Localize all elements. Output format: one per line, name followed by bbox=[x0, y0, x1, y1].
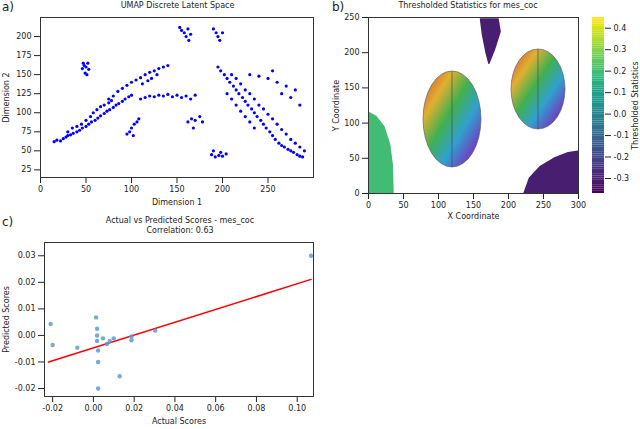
svg-text:-0.2: -0.2 bbox=[614, 153, 630, 162]
svg-text:0.0: 0.0 bbox=[614, 110, 627, 119]
html-text:Actual vs Predicted Scores - m: Actual vs Predicted Scores - mes_coc bbox=[105, 216, 255, 225]
svg-text:0.04: 0.04 bbox=[166, 404, 184, 413]
svg-text:Dimension 2: Dimension 2 bbox=[2, 72, 11, 122]
svg-text:150: 150 bbox=[16, 70, 31, 79]
svg-text:0.00: 0.00 bbox=[85, 404, 103, 413]
svg-text:50: 50 bbox=[21, 146, 31, 155]
svg-text:Thresholded Statistics: Thresholded Statistics bbox=[631, 61, 640, 151]
html-text:c): c) bbox=[2, 215, 14, 229]
svg-text:0.02: 0.02 bbox=[18, 278, 36, 287]
svg-text:250: 250 bbox=[536, 201, 551, 210]
svg-text:150: 150 bbox=[466, 201, 481, 210]
svg-text:0.01: 0.01 bbox=[18, 304, 36, 313]
html-text:UMAP Discrete Latent Space: UMAP Discrete Latent Space bbox=[120, 1, 235, 10]
svg-text:100: 100 bbox=[344, 119, 359, 128]
svg-text:-0.01: -0.01 bbox=[15, 358, 36, 367]
svg-text:75: 75 bbox=[21, 127, 31, 136]
svg-text:0: 0 bbox=[38, 185, 43, 194]
svg-text:0.1: 0.1 bbox=[614, 88, 627, 97]
svg-text:0.10: 0.10 bbox=[288, 404, 306, 413]
svg-text:125: 125 bbox=[16, 89, 31, 98]
svg-text:150: 150 bbox=[169, 185, 184, 194]
svg-text:25: 25 bbox=[21, 165, 31, 174]
svg-text:50: 50 bbox=[81, 185, 91, 194]
svg-text:-0.1: -0.1 bbox=[614, 131, 630, 140]
svg-text:0.03: 0.03 bbox=[18, 251, 36, 260]
svg-text:0: 0 bbox=[366, 201, 371, 210]
svg-text:200: 200 bbox=[344, 48, 359, 57]
svg-text:50: 50 bbox=[349, 154, 359, 163]
svg-text:300: 300 bbox=[571, 201, 586, 210]
svg-text:-0.3: -0.3 bbox=[614, 174, 630, 183]
svg-text:0.00: 0.00 bbox=[18, 331, 36, 340]
svg-text:0.02: 0.02 bbox=[125, 404, 143, 413]
svg-text:200: 200 bbox=[16, 32, 31, 41]
svg-text:0.06: 0.06 bbox=[207, 404, 225, 413]
svg-text:Actual Scores: Actual Scores bbox=[152, 417, 206, 426]
svg-text:200: 200 bbox=[215, 185, 230, 194]
svg-text:250: 250 bbox=[260, 185, 275, 194]
svg-text:Y Coordinate: Y Coordinate bbox=[332, 80, 341, 132]
svg-text:100: 100 bbox=[431, 201, 446, 210]
html-text:Thresholded Statistics for mes: Thresholded Statistics for mes_coc bbox=[398, 1, 538, 10]
svg-text:Dimension 1: Dimension 1 bbox=[152, 198, 202, 207]
svg-text:150: 150 bbox=[344, 83, 359, 92]
html-text:Correlation: 0.63: Correlation: 0.63 bbox=[146, 226, 214, 235]
svg-text:X Coordinate: X Coordinate bbox=[448, 212, 500, 221]
svg-text:Predicted Scores: Predicted Scores bbox=[2, 286, 11, 353]
svg-text:100: 100 bbox=[16, 108, 31, 117]
svg-text:50: 50 bbox=[398, 201, 408, 210]
svg-text:0.4: 0.4 bbox=[614, 24, 627, 33]
svg-text:200: 200 bbox=[501, 201, 516, 210]
svg-text:100: 100 bbox=[124, 185, 139, 194]
svg-text:250: 250 bbox=[344, 13, 359, 22]
svg-text:-0.02: -0.02 bbox=[42, 404, 63, 413]
svg-text:0.2: 0.2 bbox=[614, 67, 627, 76]
html-text:b): b) bbox=[332, 0, 345, 14]
svg-text:-0.02: -0.02 bbox=[15, 384, 36, 393]
svg-text:0.08: 0.08 bbox=[248, 404, 266, 413]
svg-text:0.3: 0.3 bbox=[614, 45, 627, 54]
html-text:a): a) bbox=[2, 0, 14, 14]
svg-text:0: 0 bbox=[354, 189, 359, 198]
svg-text:175: 175 bbox=[16, 51, 31, 60]
